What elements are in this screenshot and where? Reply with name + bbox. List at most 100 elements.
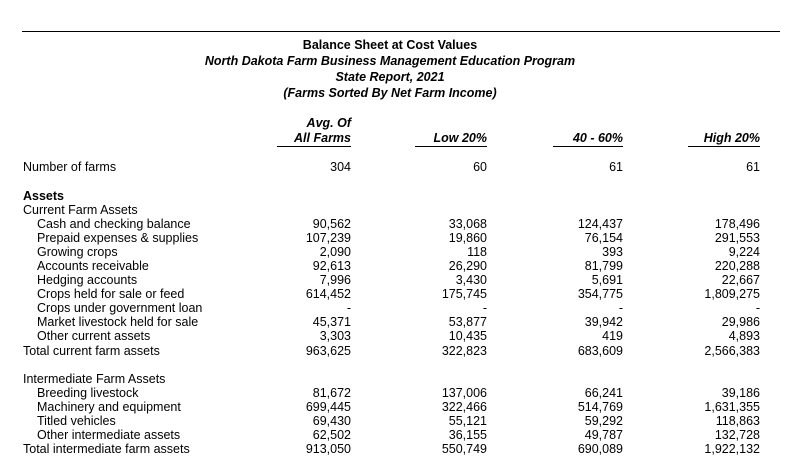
column-header: 40 - 60%: [553, 131, 623, 147]
subsection-heading: Intermediate Farm Assets: [0, 372, 800, 386]
row-label: Breeding livestock: [37, 386, 139, 400]
row-value: 66,241: [584, 386, 623, 400]
row-value: 322,466: [441, 400, 487, 414]
table-row: Other intermediate assets 62,502 36,155 49,…: [0, 428, 800, 442]
row-value: 92,613: [312, 259, 351, 273]
row-value: 2,090: [319, 245, 351, 259]
table-row: Titled vehicles 69,430 55,121 59,292 118,863: [0, 414, 800, 428]
row-label: Other current assets: [37, 329, 151, 343]
table-row: Growing crops 2,090 118 393 9,224: [0, 245, 800, 259]
row-label: Other intermediate assets: [37, 428, 181, 442]
row-label: Machinery and equipment: [37, 400, 181, 414]
table-row: Prepaid expenses & supplies 107,239 19,860…: [0, 231, 800, 245]
row-label: Number of farms: [23, 160, 117, 174]
row-label: Crops under government loan: [37, 301, 203, 315]
row-label: Prepaid expenses & supplies: [37, 231, 199, 245]
row-value: 614,452: [305, 287, 351, 301]
row-value: 69,430: [312, 414, 351, 428]
row-value: 178,496: [714, 217, 760, 231]
row-value: 36,155: [448, 428, 487, 442]
row-value: 107,239: [305, 231, 351, 245]
table-row: Crops under government loan - - - -: [0, 301, 800, 315]
row-value: 393: [602, 245, 623, 259]
row-value: 1,631,355: [704, 400, 760, 414]
row-value: 39,186: [721, 386, 760, 400]
row-value: -: [346, 301, 351, 315]
row-value: 3,430: [455, 273, 487, 287]
row-value: 4,893: [728, 329, 760, 343]
row-value: 55,121: [448, 414, 487, 428]
row-value: 2,566,383: [704, 344, 760, 358]
row-value: 1,809,275: [704, 287, 760, 301]
row-value: 118: [467, 245, 487, 259]
table-row: Other current assets 3,303 10,435 419 4,893: [0, 329, 800, 343]
row-label: Titled vehicles: [37, 414, 116, 428]
row-value: 291,553: [714, 231, 760, 245]
row-value: 132,728: [714, 428, 760, 442]
total-row: Total current farm assets 963,625 322,823 6…: [0, 344, 800, 358]
row-label: Growing crops: [37, 245, 118, 259]
row-label: Total current farm assets: [23, 344, 160, 358]
table-row: Machinery and equipment 699,445 322,466 514…: [0, 400, 800, 414]
table-row: Cash and checking balance 90,562 33,068 124…: [0, 217, 800, 231]
row-label: Market livestock held for sale: [37, 315, 199, 329]
row-value: 22,667: [721, 273, 760, 287]
row-value: 61: [746, 160, 760, 174]
row-value: 683,609: [577, 344, 623, 358]
row-value: 76,154: [584, 231, 623, 245]
row-label: Cash and checking balance: [37, 217, 191, 231]
row-label: Crops held for sale or feed: [37, 287, 185, 301]
row-value: 60: [473, 160, 487, 174]
row-label: Current Farm Assets: [23, 203, 138, 217]
row-label: Total intermediate farm assets: [23, 442, 190, 456]
row-value: 33,068: [448, 217, 487, 231]
report-subtitle: State Report, 2021: [335, 70, 445, 84]
total-row: Total intermediate farm assets 913,050 550…: [0, 442, 800, 456]
row-value: 26,290: [448, 259, 487, 273]
column-header: High 20%: [688, 131, 760, 147]
row-value: -: [482, 301, 487, 315]
row-value: 963,625: [305, 344, 351, 358]
table-row: Crops held for sale or feed 614,452 175,74…: [0, 287, 800, 301]
row-value: 49,787: [584, 428, 623, 442]
row-value: 9,224: [728, 245, 760, 259]
row-value: 10,435: [448, 329, 487, 343]
row-value: 175,745: [441, 287, 487, 301]
row-value: 137,006: [441, 386, 487, 400]
row-value: 59,292: [584, 414, 623, 428]
table-row: Accounts receivable 92,613 26,290 81,799 220…: [0, 259, 800, 273]
row-value: -: [618, 301, 623, 315]
section-heading: Assets: [0, 189, 800, 203]
column-header: Low 20%: [415, 131, 487, 147]
row-value: 690,089: [577, 442, 623, 456]
row-value: 81,799: [584, 259, 623, 273]
row-value: 39,942: [584, 315, 623, 329]
row-value: 90,562: [312, 217, 351, 231]
subsection-heading: Current Farm Assets: [0, 203, 800, 217]
row-value: 913,050: [305, 442, 351, 456]
row-label: Assets: [23, 189, 64, 203]
row-value: 62,502: [312, 428, 351, 442]
farms-count-row: Number of farms 304 60 61 61: [0, 160, 800, 174]
row-value: 3,303: [319, 329, 351, 343]
row-value: -: [755, 301, 760, 315]
table-row: Breeding livestock 81,672 137,006 66,241 39,…: [0, 386, 800, 400]
row-value: 5,691: [591, 273, 623, 287]
row-label: Intermediate Farm Assets: [23, 372, 166, 386]
report-title: Balance Sheet at Cost Values: [302, 38, 478, 52]
row-value: 19,860: [448, 231, 487, 245]
table-row: Hedging accounts 7,996 3,430 5,691 22,667: [0, 273, 800, 287]
row-value: 29,986: [721, 315, 760, 329]
row-value: 124,437: [577, 217, 623, 231]
row-value: 419: [602, 329, 623, 343]
row-value: 699,445: [305, 400, 351, 414]
row-value: 45,371: [312, 315, 351, 329]
row-value: 354,775: [577, 287, 623, 301]
row-value: 304: [330, 160, 351, 174]
row-value: 7,996: [319, 273, 351, 287]
row-value: 550,749: [441, 442, 487, 456]
row-value: 61: [609, 160, 623, 174]
row-label: Accounts receivable: [37, 259, 149, 273]
program-name: North Dakota Farm Business Management Ed…: [204, 54, 576, 68]
